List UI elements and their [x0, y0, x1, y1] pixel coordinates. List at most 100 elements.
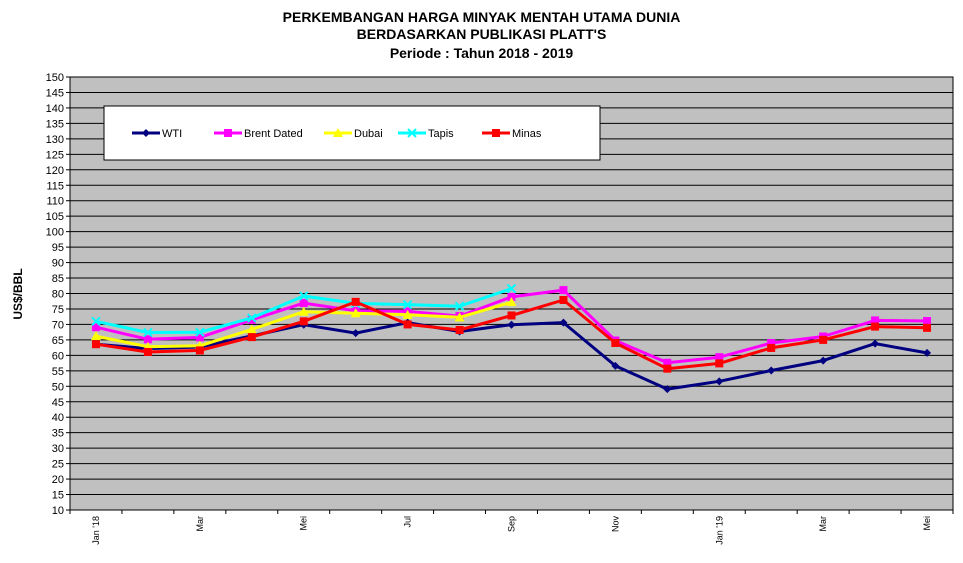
x-tick-label: Jul	[403, 516, 413, 528]
legend: WTI Brent Dated Dubai Tapis Minas	[103, 105, 601, 161]
y-tick-label: 45	[52, 397, 64, 409]
data-point	[923, 317, 932, 326]
data-point	[91, 316, 101, 327]
legend-item-minas: Minas	[482, 128, 542, 140]
series-lines	[90, 283, 932, 394]
data-point	[333, 128, 343, 137]
data-point	[559, 318, 568, 327]
data-point	[454, 312, 465, 322]
data-point	[247, 313, 257, 323]
y-axis-label: US$/BBL	[11, 268, 25, 319]
data-point	[871, 339, 880, 348]
chart-title-line-1: PERKEMBANGAN HARGA MINYAK MENTAH UTAMA D…	[282, 9, 681, 25]
y-tick-label: 30	[52, 443, 64, 455]
y-tick-label: 65	[52, 335, 64, 347]
data-point	[506, 283, 517, 294]
y-tick-label: 50	[52, 381, 64, 393]
data-point	[350, 308, 361, 318]
data-point	[492, 129, 500, 137]
data-point	[663, 364, 672, 373]
y-tick-label: 25	[52, 459, 64, 471]
data-point	[299, 299, 308, 308]
legend-item-brent-dated: Brent Dated	[214, 128, 303, 140]
x-tick-label: Sep	[507, 516, 517, 532]
legend-label: Brent Dated	[244, 128, 303, 140]
legend-item-dubai: Dubai	[324, 128, 383, 140]
x-tick-label: Jan '18	[91, 516, 101, 545]
y-tick-label: 75	[52, 304, 64, 316]
data-point	[91, 340, 100, 349]
y-tick-label: 60	[52, 350, 64, 362]
y-tick-label: 40	[52, 412, 64, 424]
data-point	[715, 377, 724, 386]
data-point	[224, 129, 232, 137]
y-tick-label: 85	[52, 273, 64, 285]
y-tick-label: 135	[46, 118, 64, 130]
data-point	[507, 311, 516, 320]
data-point	[663, 385, 672, 394]
y-tick-label: 70	[52, 319, 64, 331]
y-tick-label: 80	[52, 289, 64, 301]
data-point	[819, 335, 828, 344]
data-point	[923, 323, 932, 332]
y-tick-label: 100	[46, 227, 64, 239]
x-tick-label: Mar	[195, 516, 205, 532]
data-point	[407, 128, 417, 138]
data-point	[195, 333, 204, 342]
data-point	[871, 322, 880, 331]
x-axis-ticks: Jan '18 Mar Mei Jul Sep Nov Jan '19 Mar Mei	[69, 510, 954, 545]
data-point	[923, 348, 932, 357]
data-point	[715, 359, 724, 368]
data-point	[142, 129, 150, 137]
legend-label: Tapis	[428, 128, 454, 140]
data-point	[507, 292, 516, 301]
data-point	[91, 323, 100, 332]
data-point	[506, 297, 517, 307]
y-tick-label: 115	[46, 180, 64, 192]
y-tick-label: 20	[52, 474, 64, 486]
data-point	[871, 316, 880, 325]
data-point	[247, 333, 256, 342]
legend-label: WTI	[162, 128, 182, 140]
y-tick-label: 150	[46, 72, 64, 84]
x-tick-label: Nov	[610, 516, 620, 533]
chart-subtitle-period: Periode : Tahun 2018 - 2019	[389, 45, 574, 61]
data-point	[247, 315, 256, 324]
y-tick-label: 10	[52, 505, 64, 517]
data-point	[195, 327, 205, 337]
data-point	[299, 317, 308, 326]
chart-title-line-2: BERDASARKAN PUBLIKASI PLATT'S	[356, 26, 607, 42]
y-tick-label: 90	[52, 258, 64, 270]
data-point	[767, 366, 776, 375]
data-point	[402, 299, 413, 310]
data-point	[819, 356, 828, 365]
data-point	[351, 329, 360, 338]
data-point	[351, 297, 360, 306]
x-tick-label: Jan '19	[714, 516, 724, 545]
x-tick-label: Mei	[299, 516, 309, 531]
y-tick-label: 140	[46, 103, 64, 115]
y-axis-ticks: 10 15 20 25 30 35 40 45 50 55 60 65 70 75 80 85 90 95 100 1…	[46, 72, 70, 517]
data-point	[299, 291, 309, 301]
series-minas	[91, 295, 932, 373]
y-tick-label: 130	[46, 134, 64, 146]
data-point	[143, 347, 152, 356]
y-tick-label: 125	[46, 149, 64, 161]
data-point	[611, 338, 620, 347]
data-point	[403, 320, 412, 329]
y-tick-label: 120	[46, 165, 64, 177]
y-tick-label: 15	[52, 490, 64, 502]
data-point	[767, 338, 776, 347]
x-tick-label: Mei	[922, 516, 932, 531]
data-point	[454, 301, 465, 311]
data-point	[663, 358, 672, 367]
data-point	[195, 346, 204, 355]
data-point	[507, 320, 516, 329]
data-point	[298, 306, 309, 316]
y-tick-label: 105	[46, 211, 64, 223]
y-tick-label: 145	[46, 87, 64, 99]
data-point	[715, 353, 724, 362]
data-point	[90, 331, 101, 341]
data-point	[246, 324, 257, 334]
